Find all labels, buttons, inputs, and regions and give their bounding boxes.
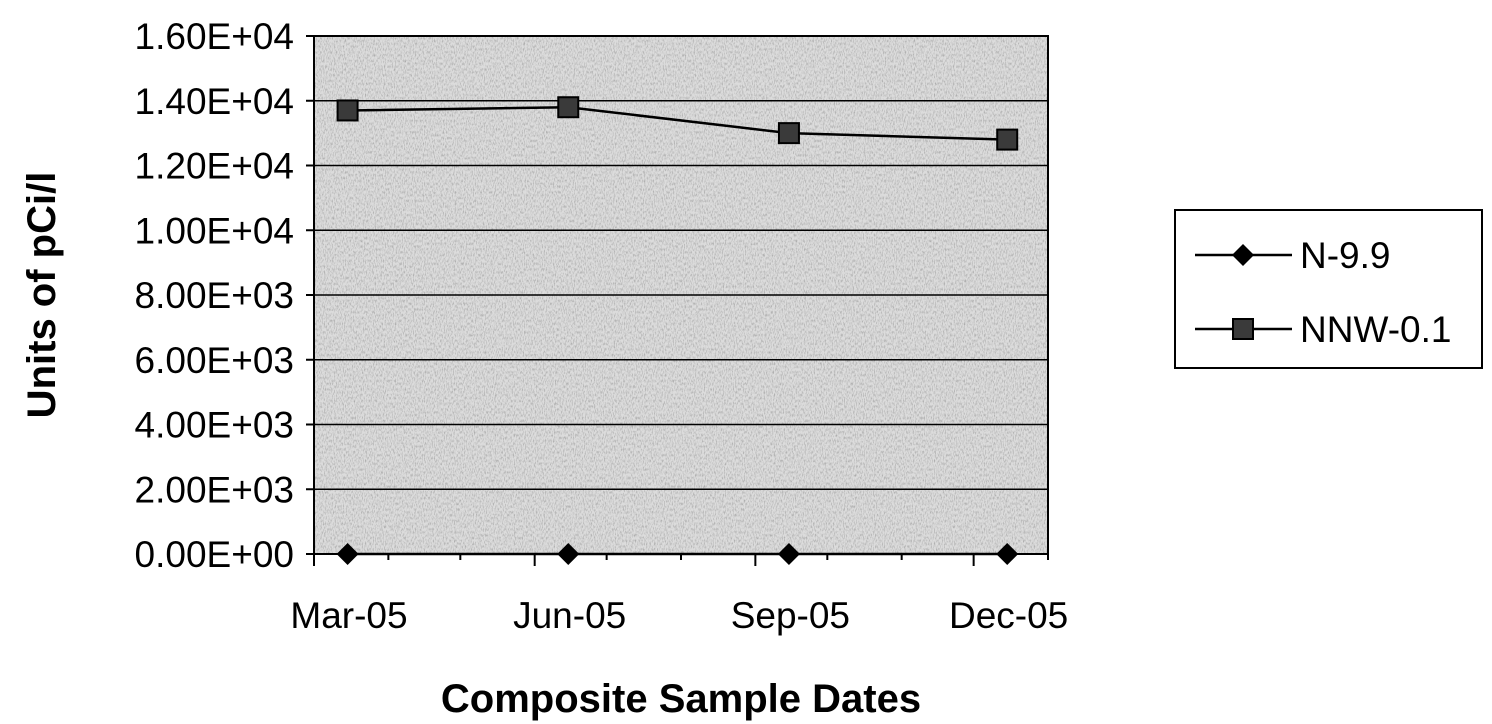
legend-label: N-9.9 bbox=[1300, 235, 1390, 276]
y-tick-label: 1.60E+04 bbox=[135, 16, 294, 57]
x-tick-label: Jun-05 bbox=[513, 595, 626, 636]
legend-box bbox=[1174, 209, 1483, 369]
legend-items: N-9.9 NNW-0.1 bbox=[1195, 235, 1451, 350]
y-tick-label: 8.00E+03 bbox=[135, 275, 294, 316]
y-tick-label: 1.20E+04 bbox=[135, 146, 294, 187]
y-tick-label: 6.00E+03 bbox=[135, 340, 294, 381]
plot-area bbox=[313, 35, 1049, 555]
y-axis: 0.00E+00 2.00E+03 4.00E+03 6.00E+03 8.00E+03… bbox=[135, 16, 314, 575]
gridlines bbox=[314, 100, 1048, 490]
legend-entry: NNW-0.1 bbox=[1195, 309, 1451, 350]
y-tick-label: 1.00E+04 bbox=[135, 210, 294, 251]
series-layer bbox=[336, 96, 1019, 565]
legend-entry: N-9.9 bbox=[1195, 235, 1390, 276]
data-point bbox=[996, 128, 1019, 151]
x-axis: Mar-05 Jun-05 Sep-05 Dec-05 bbox=[290, 554, 1068, 636]
data-point bbox=[336, 99, 359, 122]
y-tick-label: 2.00E+03 bbox=[135, 469, 294, 510]
data-point bbox=[777, 122, 800, 145]
legend: N-9.9 NNW-0.1 bbox=[1174, 209, 1483, 369]
x-tick-label: Dec-05 bbox=[949, 595, 1068, 636]
series-nnw-0-1 bbox=[336, 96, 1019, 151]
data-point bbox=[996, 543, 1019, 565]
series-n-9-9 bbox=[336, 543, 1019, 565]
y-tick-label: 0.00E+00 bbox=[135, 534, 294, 575]
y-tick-label: 1.40E+04 bbox=[135, 81, 294, 122]
y-tick-label: 4.00E+03 bbox=[135, 405, 294, 446]
data-point bbox=[557, 543, 580, 565]
data-point bbox=[336, 543, 359, 565]
y-axis-title: Units of pCi/l bbox=[20, 172, 64, 419]
x-tick-label: Sep-05 bbox=[731, 595, 850, 636]
series-line bbox=[347, 105, 1008, 141]
x-axis-title: Composite Sample Dates bbox=[441, 677, 921, 721]
data-point bbox=[777, 543, 800, 565]
legend-swatch-marker bbox=[1232, 244, 1254, 266]
data-point bbox=[557, 96, 580, 119]
x-tick-label: Mar-05 bbox=[290, 595, 407, 636]
legend-swatch-marker bbox=[1232, 318, 1254, 340]
legend-label: NNW-0.1 bbox=[1300, 309, 1451, 350]
